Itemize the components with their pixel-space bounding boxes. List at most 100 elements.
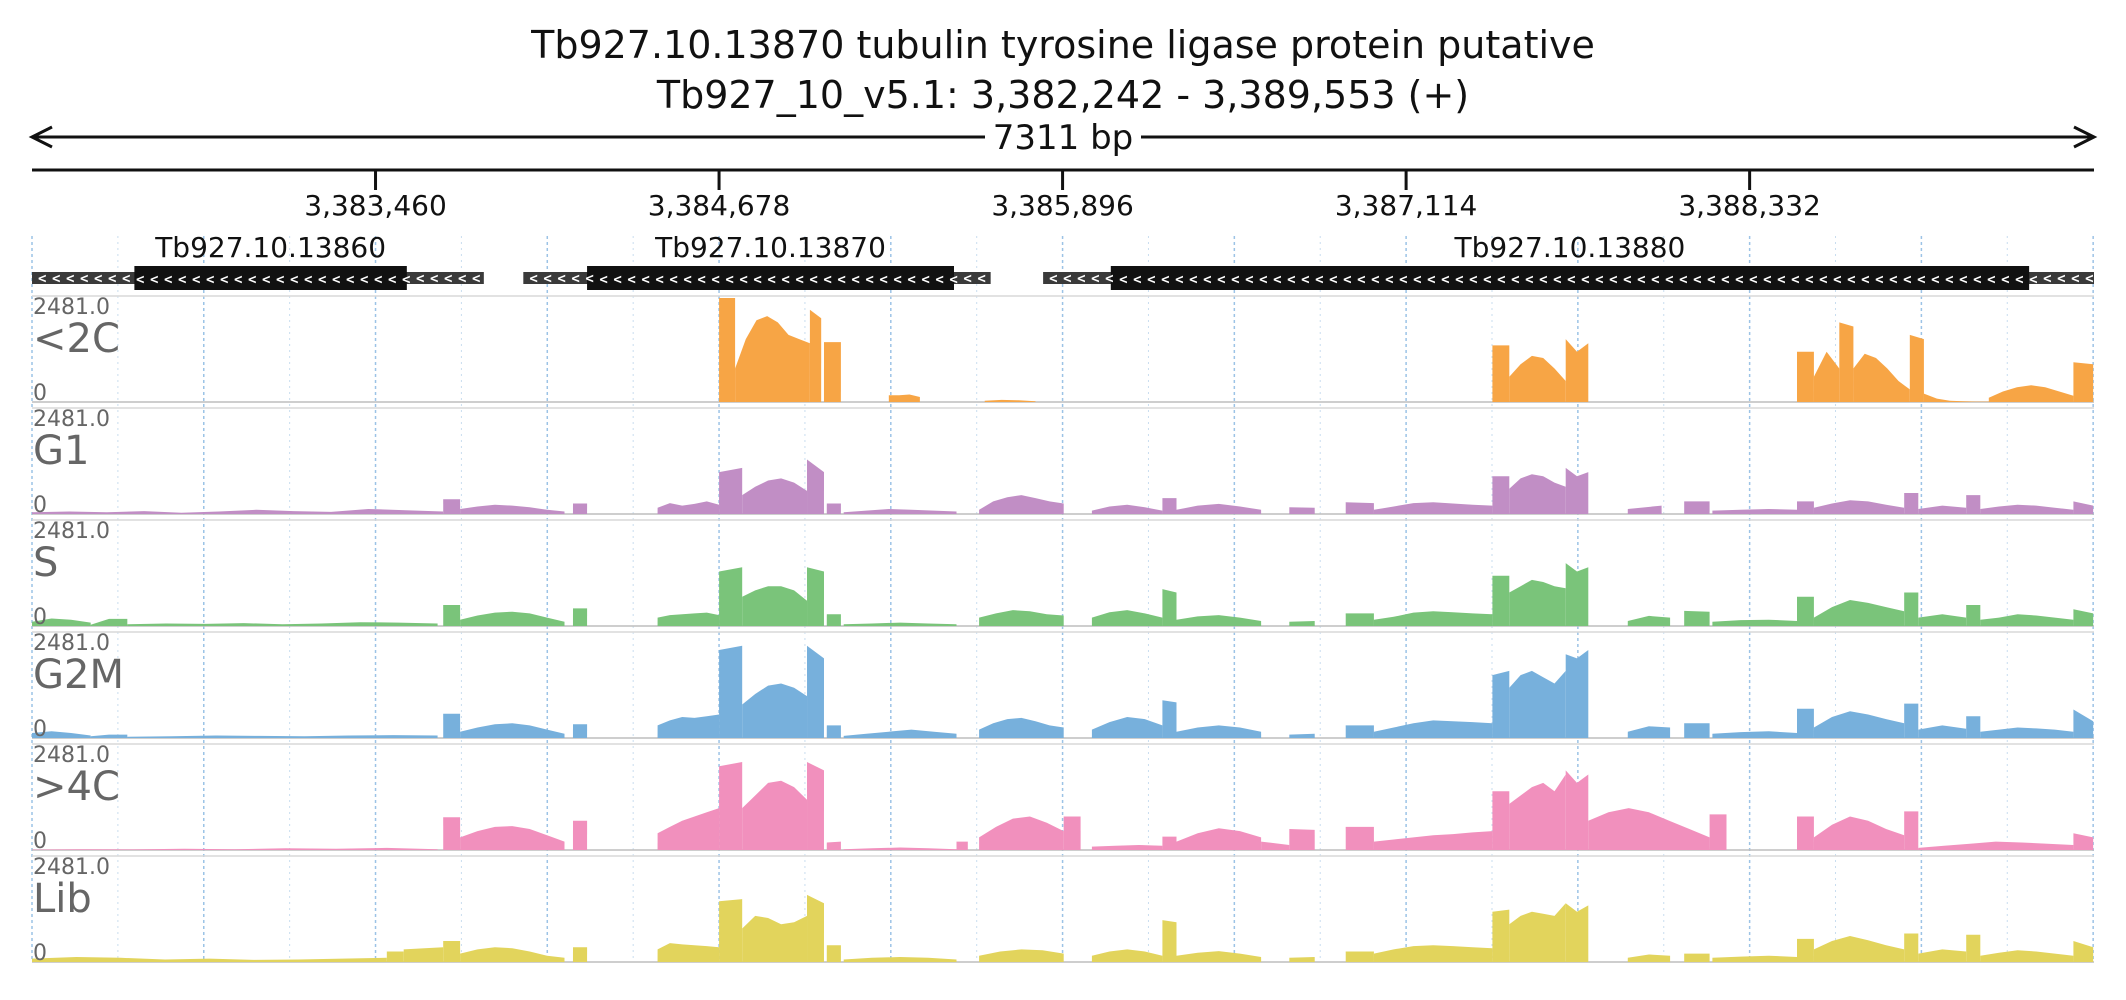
strand-chevron: < xyxy=(2029,272,2037,288)
coverage-area xyxy=(460,826,565,850)
ruler-tick-label: 3,387,114 xyxy=(1335,189,1478,222)
strand-chevron: < xyxy=(290,272,298,288)
coverage-area xyxy=(1509,474,1566,514)
strand-chevron: < xyxy=(1119,272,1127,288)
strand-chevron: < xyxy=(472,271,480,287)
strand-chevron: < xyxy=(1623,272,1631,288)
strand-chevron: < xyxy=(977,271,985,287)
coverage-area xyxy=(1162,836,1177,850)
coverage-area xyxy=(719,567,743,626)
coverage-area xyxy=(1373,831,1493,850)
coverage-area xyxy=(1813,500,1905,514)
coverage-area xyxy=(1709,814,1727,850)
coverage-area xyxy=(1565,770,1589,850)
coverage-area xyxy=(843,957,957,962)
track-ymin-label: 0 xyxy=(33,381,47,406)
coverage-area xyxy=(1797,351,1814,402)
coverage-area xyxy=(443,713,461,738)
coverage-area xyxy=(1904,811,1919,850)
strand-chevron: < xyxy=(1581,272,1589,288)
coverage-area xyxy=(1509,670,1566,738)
strand-chevron: < xyxy=(206,272,214,288)
strand-chevron: < xyxy=(963,271,971,287)
coverage-area xyxy=(1797,596,1814,626)
coverage-area xyxy=(1289,957,1315,962)
strand-chevron: < xyxy=(1455,272,1463,288)
coverage-area xyxy=(1966,716,1981,738)
coverage-area xyxy=(843,622,957,626)
strand-chevron: < xyxy=(1595,272,1603,288)
coverage-area xyxy=(1492,670,1510,738)
coverage-area xyxy=(1261,841,1290,850)
strand-chevron: < xyxy=(1301,272,1309,288)
coverage-area xyxy=(742,683,808,738)
strand-chevron: < xyxy=(1175,272,1183,288)
coverage-area xyxy=(1712,955,1798,962)
strand-chevron: < xyxy=(1861,272,1869,288)
coverage-area xyxy=(1492,575,1510,626)
strand-chevron: < xyxy=(935,272,943,288)
strand-chevron: < xyxy=(416,271,424,287)
ruler-ticks: 3,383,460 3,384,678 3,385,896 3,387,114 3,38… xyxy=(304,170,1821,222)
coverage-area xyxy=(719,645,743,738)
coverage-area xyxy=(2073,362,2094,402)
track-ymin-label: 0 xyxy=(33,829,47,854)
strand-chevron: < xyxy=(599,272,607,288)
strand-chevron: < xyxy=(1063,271,1071,287)
strand-chevron: < xyxy=(557,271,565,287)
strand-chevron: < xyxy=(1959,272,1967,288)
coverage-area xyxy=(403,947,444,962)
strand-chevron: < xyxy=(388,272,396,288)
strand-chevron: < xyxy=(1147,272,1155,288)
coverage-area xyxy=(979,816,1064,850)
strand-chevron: < xyxy=(360,272,368,288)
strand-chevron: < xyxy=(725,272,733,288)
strand-chevron: < xyxy=(1287,272,1295,288)
gene-cds xyxy=(587,266,954,290)
coverage-area xyxy=(807,894,824,962)
coverage-area xyxy=(719,467,743,514)
strand-chevron: < xyxy=(1161,272,1169,288)
coverage-area xyxy=(1712,619,1798,626)
coverage-area xyxy=(1492,476,1510,514)
coverage-area xyxy=(1373,502,1493,514)
coverage-area xyxy=(572,820,588,850)
strand-chevron: < xyxy=(1245,272,1253,288)
coverage-area xyxy=(1627,954,1671,962)
coverage-area xyxy=(1373,945,1493,962)
coverage-area xyxy=(1684,610,1710,626)
strand-chevron: < xyxy=(1441,272,1449,288)
coverage-area xyxy=(460,504,565,514)
coverage-area xyxy=(657,943,720,962)
coverage-area xyxy=(1904,493,1919,514)
coverage-area xyxy=(1966,495,1981,514)
coverage-area xyxy=(1980,950,2074,962)
strand-chevron: < xyxy=(837,272,845,288)
coverage-area xyxy=(1565,563,1589,626)
coverage-area xyxy=(742,586,808,626)
strand-chevron: < xyxy=(1231,272,1239,288)
coverage-area xyxy=(984,399,1036,402)
coverage-area xyxy=(826,945,841,962)
coverage-area xyxy=(1904,703,1919,738)
coverage-area xyxy=(1063,816,1081,850)
coverage-area xyxy=(719,762,743,850)
coverage-area xyxy=(1712,509,1798,514)
coverage-area xyxy=(1797,708,1814,738)
coverage-area xyxy=(826,614,841,626)
strand-chevron: < xyxy=(697,272,705,288)
coverage-area xyxy=(1904,592,1919,626)
coverage-area xyxy=(735,316,810,402)
coverage-area xyxy=(823,342,841,402)
coverage-area xyxy=(2073,833,2094,850)
coverage-area xyxy=(1162,700,1177,738)
coverage-tracks: 2481.00<2C2481.00G12481.00S2481.00G2M248… xyxy=(32,295,2094,966)
coverage-area xyxy=(888,394,920,402)
strand-chevron: < xyxy=(1805,272,1813,288)
strand-chevron: < xyxy=(262,272,270,288)
coverage-area xyxy=(572,724,588,738)
strand-chevron: < xyxy=(1609,272,1617,288)
strand-chevron: < xyxy=(753,272,761,288)
coverage-area xyxy=(1627,505,1662,514)
strand-chevron: < xyxy=(1567,272,1575,288)
